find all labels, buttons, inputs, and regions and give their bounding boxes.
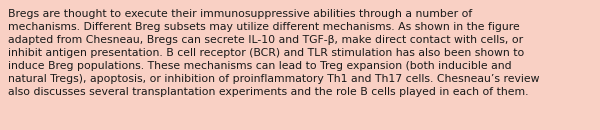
Text: Bregs are thought to execute their immunosuppressive abilities through a number : Bregs are thought to execute their immun… [8,9,539,97]
